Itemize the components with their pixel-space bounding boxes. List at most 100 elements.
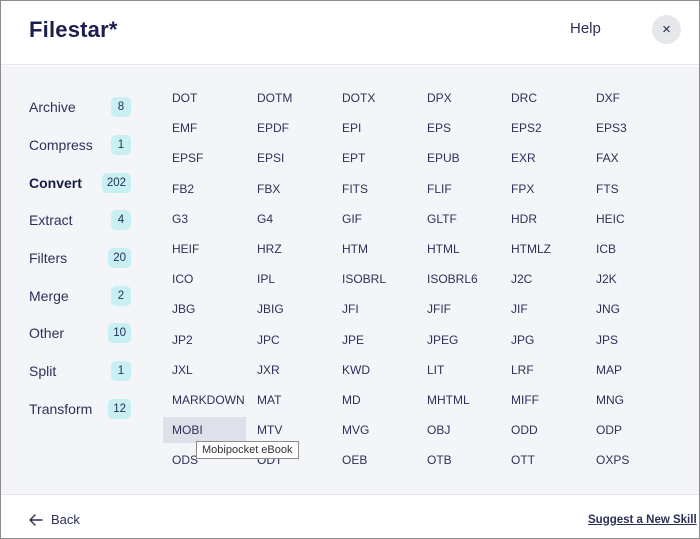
sidebar-item-label: Compress bbox=[29, 137, 93, 153]
format-option-odd[interactable]: ODD bbox=[511, 423, 538, 438]
app-logo: Filestar* bbox=[29, 17, 118, 42]
format-tooltip: Mobipocket eBook bbox=[196, 441, 299, 459]
format-option-g3[interactable]: G3 bbox=[172, 211, 189, 226]
sidebar-item-extract[interactable]: Extract 4 bbox=[29, 209, 131, 231]
format-option-epsf[interactable]: EPSF bbox=[172, 151, 204, 166]
format-option-markdown[interactable]: MARKDOWN bbox=[172, 393, 245, 407]
format-option-jbg[interactable]: JBG bbox=[172, 302, 196, 317]
format-option-emf[interactable]: EMF bbox=[172, 121, 198, 136]
close-button[interactable]: × bbox=[652, 15, 681, 44]
sidebar-item-convert[interactable]: Convert 202 bbox=[29, 172, 131, 194]
format-option-html[interactable]: HTML bbox=[427, 242, 460, 256]
format-option-ods[interactable]: ODS bbox=[172, 453, 199, 468]
format-option-jxl[interactable]: JXL bbox=[172, 362, 193, 377]
format-option-fb2[interactable]: FB2 bbox=[172, 181, 195, 196]
format-option-mobi[interactable]: MOBI bbox=[163, 417, 246, 444]
format-option-oeb[interactable]: OEB bbox=[342, 453, 368, 468]
format-option-jfif[interactable]: JFIF bbox=[427, 302, 451, 317]
format-option-jng[interactable]: JNG bbox=[596, 302, 620, 317]
format-option-epsi[interactable]: EPSI bbox=[257, 151, 285, 166]
count-badge: 10 bbox=[108, 323, 131, 343]
format-option-heif[interactable]: HEIF bbox=[172, 242, 200, 256]
format-option-fbx[interactable]: FBX bbox=[257, 181, 281, 196]
format-option-jpeg[interactable]: JPEG bbox=[427, 332, 459, 347]
format-option-obj[interactable]: OBJ bbox=[427, 423, 451, 438]
format-option-jxr[interactable]: JXR bbox=[257, 362, 280, 377]
format-option-ipl[interactable]: IPL bbox=[257, 272, 276, 287]
sidebar-item-transform[interactable]: Transform 12 bbox=[29, 398, 131, 420]
format-option-dpx[interactable]: DPX bbox=[427, 91, 452, 105]
format-option-eps2[interactable]: EPS2 bbox=[511, 121, 542, 136]
format-option-eps3[interactable]: EPS3 bbox=[596, 121, 627, 136]
format-option-flif[interactable]: FLIF bbox=[427, 181, 452, 196]
format-option-hrz[interactable]: HRZ bbox=[257, 242, 282, 256]
sidebar-item-label: Extract bbox=[29, 212, 73, 228]
count-badge: 2 bbox=[111, 286, 131, 306]
format-option-miff[interactable]: MIFF bbox=[511, 393, 539, 407]
format-option-ott[interactable]: OTT bbox=[511, 453, 535, 468]
format-option-lit[interactable]: LIT bbox=[427, 362, 445, 377]
format-option-icb[interactable]: ICB bbox=[596, 242, 617, 256]
format-option-jpg[interactable]: JPG bbox=[511, 332, 535, 347]
format-option-mvg[interactable]: MVG bbox=[342, 423, 370, 438]
format-option-lrf[interactable]: LRF bbox=[511, 362, 534, 377]
format-option-mhtml[interactable]: MHTML bbox=[427, 393, 470, 407]
sidebar-item-archive[interactable]: Archive 8 bbox=[29, 96, 131, 118]
format-option-otb[interactable]: OTB bbox=[427, 453, 452, 468]
format-option-gif[interactable]: GIF bbox=[342, 211, 362, 226]
format-option-mng[interactable]: MNG bbox=[596, 393, 624, 407]
format-option-epi[interactable]: EPI bbox=[342, 121, 362, 136]
format-option-ept[interactable]: EPT bbox=[342, 151, 366, 166]
format-option-htmlz[interactable]: HTMLZ bbox=[511, 242, 551, 256]
format-option-jp2[interactable]: JP2 bbox=[172, 332, 193, 347]
suggest-skill-link[interactable]: Suggest a New Skill bbox=[588, 514, 697, 526]
footer: Back Suggest a New Skill bbox=[1, 494, 699, 538]
sidebar-item-filters[interactable]: Filters 20 bbox=[29, 247, 131, 269]
sidebar-item-compress[interactable]: Compress 1 bbox=[29, 134, 131, 156]
format-option-md[interactable]: MD bbox=[342, 393, 361, 407]
format-option-jfi[interactable]: JFI bbox=[342, 302, 359, 317]
format-option-isobrl[interactable]: ISOBRL bbox=[342, 272, 387, 287]
format-option-odp[interactable]: ODP bbox=[596, 423, 623, 438]
format-option-dotm[interactable]: DOTM bbox=[257, 91, 293, 105]
format-option-isobrl6[interactable]: ISOBRL6 bbox=[427, 272, 478, 287]
format-option-mtv[interactable]: MTV bbox=[257, 423, 283, 438]
format-option-fax[interactable]: FAX bbox=[596, 151, 619, 166]
format-option-gltf[interactable]: GLTF bbox=[427, 211, 457, 226]
format-option-mat[interactable]: MAT bbox=[257, 393, 282, 407]
format-option-drc[interactable]: DRC bbox=[511, 91, 537, 105]
format-option-fpx[interactable]: FPX bbox=[511, 181, 535, 196]
format-option-dot[interactable]: DOT bbox=[172, 91, 198, 105]
sidebar-item-split[interactable]: Split 1 bbox=[29, 360, 131, 382]
format-option-fts[interactable]: FTS bbox=[596, 181, 619, 196]
format-option-oxps[interactable]: OXPS bbox=[596, 453, 630, 468]
back-button[interactable]: Back bbox=[29, 512, 80, 527]
format-option-kwd[interactable]: KWD bbox=[342, 362, 370, 377]
format-option-g4[interactable]: G4 bbox=[257, 211, 274, 226]
sidebar-item-label: Convert bbox=[29, 175, 82, 191]
count-badge: 1 bbox=[111, 361, 131, 381]
format-option-jps[interactable]: JPS bbox=[596, 332, 619, 347]
format-option-jpc[interactable]: JPC bbox=[257, 332, 280, 347]
format-option-epub[interactable]: EPUB bbox=[427, 151, 460, 166]
format-option-htm[interactable]: HTM bbox=[342, 242, 368, 256]
format-option-jpe[interactable]: JPE bbox=[342, 332, 365, 347]
sidebar-item-label: Merge bbox=[29, 288, 69, 304]
format-option-map[interactable]: MAP bbox=[596, 362, 623, 377]
sidebar-item-other[interactable]: Other 10 bbox=[29, 322, 131, 344]
format-option-exr[interactable]: EXR bbox=[511, 151, 536, 166]
format-option-fits[interactable]: FITS bbox=[342, 181, 368, 196]
help-link[interactable]: Help bbox=[570, 20, 601, 37]
format-option-j2k[interactable]: J2K bbox=[596, 272, 617, 287]
format-option-eps[interactable]: EPS bbox=[427, 121, 452, 136]
format-option-epdf[interactable]: EPDF bbox=[257, 121, 290, 136]
format-option-jif[interactable]: JIF bbox=[511, 302, 528, 317]
format-option-hdr[interactable]: HDR bbox=[511, 211, 537, 226]
format-option-heic[interactable]: HEIC bbox=[596, 211, 625, 226]
format-option-jbig[interactable]: JBIG bbox=[257, 302, 284, 317]
format-option-j2c[interactable]: J2C bbox=[511, 272, 533, 287]
sidebar-item-merge[interactable]: Merge 2 bbox=[29, 285, 131, 307]
format-option-ico[interactable]: ICO bbox=[172, 272, 194, 287]
format-option-dotx[interactable]: DOTX bbox=[342, 91, 376, 105]
format-option-dxf[interactable]: DXF bbox=[596, 91, 620, 105]
